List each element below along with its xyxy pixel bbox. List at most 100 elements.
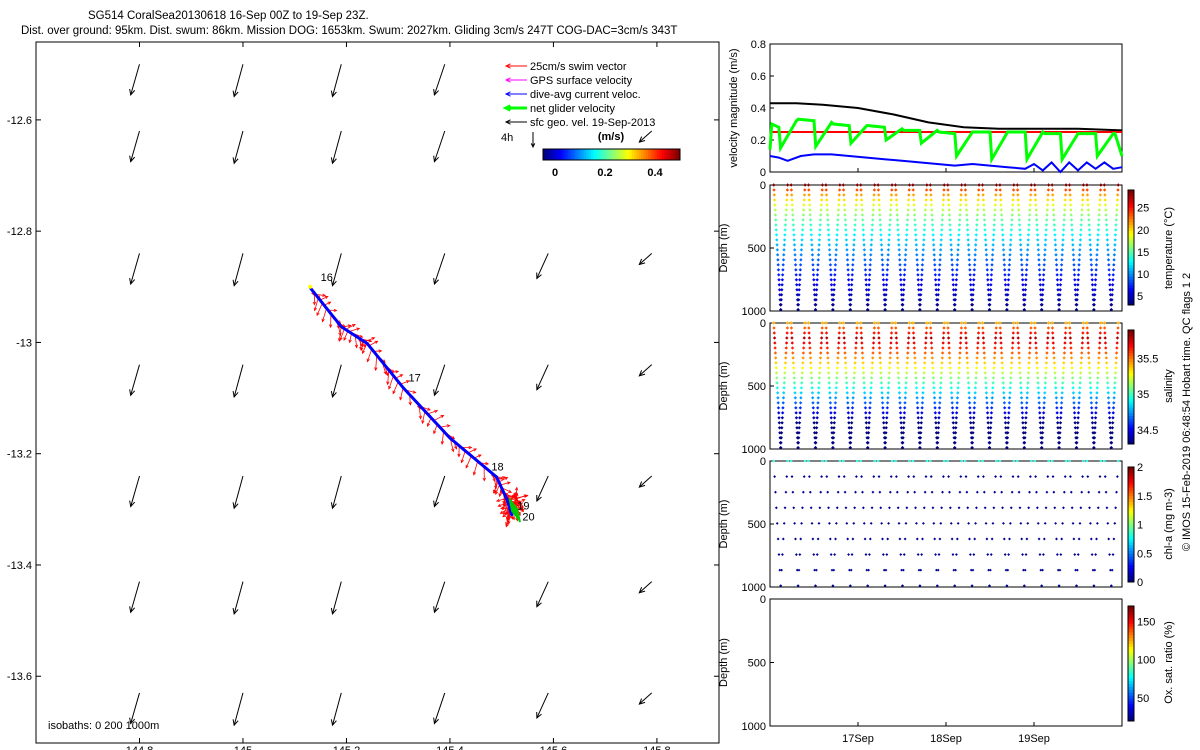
geo-vel-arrow <box>433 581 446 614</box>
temperature-profile-point <box>938 253 943 257</box>
geo-vel-arrow-head <box>433 717 439 725</box>
geo-vel-arrow-shaft <box>433 253 446 285</box>
salinity-profile-point <box>851 401 855 405</box>
salinity-profile-point <box>890 321 894 325</box>
salinity-profile-point <box>774 371 779 375</box>
salinity-profile-point <box>816 391 821 395</box>
salinity-profile-point <box>1106 396 1111 400</box>
temperature-profile-point <box>785 183 790 187</box>
colorbar-tick-label: 0.4 <box>647 167 663 179</box>
salinity-profile-point <box>937 406 942 410</box>
temperature-profile-point <box>855 188 859 192</box>
salinity-profile-point <box>901 441 905 445</box>
salinity-profile-point <box>906 341 911 345</box>
salinity-profile-point <box>1052 361 1057 365</box>
chla-profile-point <box>786 459 790 463</box>
salinity-profile-point <box>940 366 944 370</box>
salinity-profile-point <box>1041 411 1046 415</box>
temperature-profile-point <box>824 183 828 187</box>
salinity-profile-point <box>1050 326 1055 330</box>
chla-profile-point <box>1042 553 1045 556</box>
colorbar-cell <box>652 149 656 160</box>
oxygen-colorbar-cell <box>1128 643 1134 647</box>
chla-colorbar-cell <box>1128 507 1134 511</box>
salinity-profile-point <box>1113 376 1117 380</box>
salinity-profile-point <box>1055 411 1059 415</box>
salinity-profile-point <box>862 386 867 390</box>
salinity-profile-point <box>923 346 928 350</box>
chla-profile-point <box>1070 506 1074 510</box>
temperature-colorbar-cell <box>1128 190 1134 194</box>
geo-vel-arrow-shaft <box>433 364 446 396</box>
temperature-profile-point <box>878 213 882 217</box>
temperature-profile-point <box>1052 218 1056 222</box>
salinity-profile-point <box>862 376 866 380</box>
colorbar-cell <box>554 149 558 160</box>
temperature-profile-point <box>851 253 856 257</box>
salinity-profile-point <box>846 416 851 420</box>
geo-vel-arrow-head <box>330 502 337 510</box>
swim-vector-arrow <box>374 349 383 353</box>
chla-profile-point <box>952 568 956 572</box>
geo-vel-arrow-shaft <box>332 130 342 164</box>
temperature-profile-point <box>959 193 963 197</box>
colorbar-cell <box>643 149 647 160</box>
colorbar-cell <box>611 149 615 160</box>
temperature-colorbar-cell <box>1128 296 1134 300</box>
salinity-profile-point <box>1005 441 1009 445</box>
temperature-profile-point <box>1106 258 1111 262</box>
salinity-profile-point <box>990 401 994 405</box>
chla-profile-point <box>933 537 937 541</box>
salinity-profile-point <box>808 346 812 350</box>
temperature-profile-point <box>992 218 997 222</box>
chla-profile-point <box>940 506 944 510</box>
map-ytick-label: -13.6 <box>7 671 32 683</box>
isobaths-note: isobaths: 0 200 1000m <box>48 720 159 732</box>
temperature-profile-point <box>1111 268 1116 272</box>
temperature-profile-point <box>942 193 946 197</box>
chla-profile-point <box>868 553 871 556</box>
salinity-colorbar-cell <box>1128 381 1134 385</box>
salinity-profile-point <box>833 406 837 410</box>
temperature-profile-point <box>1086 198 1090 202</box>
temperature-profile-point <box>959 198 963 202</box>
salinity-profile-point <box>887 381 891 385</box>
chla-profile-point <box>1057 584 1061 588</box>
temperature-profile-point <box>816 268 820 272</box>
temperature-profile-point <box>1107 273 1112 277</box>
temperature-profile-point <box>1115 203 1119 207</box>
dive-avg-current-path <box>309 286 514 517</box>
map-axes-frame <box>35 41 720 744</box>
salinity-colorbar-cell <box>1128 429 1134 434</box>
salinity-profile-point <box>809 366 813 370</box>
chla-colorbar-tick-label: 2 <box>1137 462 1143 474</box>
temperature-profile-point <box>879 238 883 242</box>
chla-profile-point <box>1078 521 1082 525</box>
salinity-profile-point <box>1054 396 1059 400</box>
colorbar-cell <box>670 149 674 160</box>
salinity-profile-point <box>1008 381 1013 385</box>
temperature-profile-point <box>870 223 875 227</box>
oxygen-colorbar-cell <box>1128 649 1134 653</box>
geo-vel-arrow-head <box>330 390 337 399</box>
salinity-profile-point <box>919 416 924 420</box>
chla-profile-point <box>845 521 849 525</box>
temperature-profile-point <box>1026 243 1030 247</box>
temperature-profile-point <box>1046 198 1050 202</box>
temperature-colorbar-cell <box>1128 247 1134 251</box>
salinity-profile-point <box>881 406 885 410</box>
geo-vel-arrow-head <box>232 90 239 98</box>
temperature-profile-point <box>1008 253 1012 257</box>
temperature-profile-point <box>955 268 959 272</box>
map-ytick-label: -13.4 <box>7 560 32 572</box>
temperature-profile-point <box>947 213 952 217</box>
swim-vector-arrow-head <box>506 517 510 522</box>
salinity-profile-point <box>816 401 820 405</box>
chla-colorbar-cell <box>1128 544 1134 548</box>
temperature-profile-point <box>1000 218 1004 222</box>
salinity-profile-point <box>1104 356 1108 360</box>
temperature-profile-point <box>780 283 784 287</box>
geo-vel-arrow <box>232 581 244 616</box>
chla-profile-point <box>778 568 782 572</box>
salinity-profile-point <box>836 356 840 360</box>
